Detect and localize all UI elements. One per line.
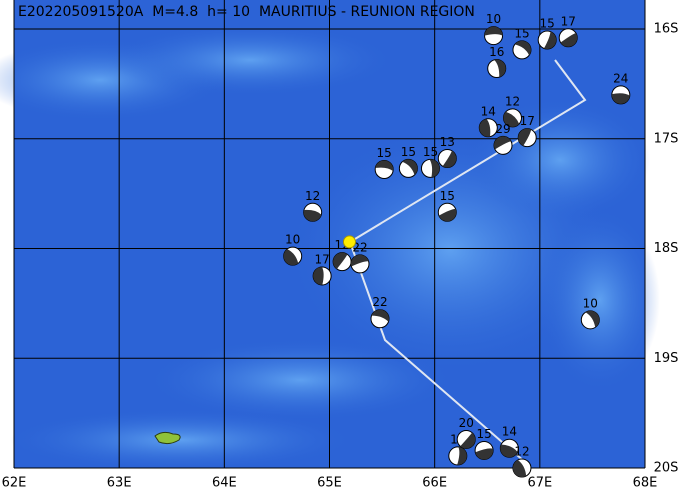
compression-quadrant	[479, 118, 491, 137]
compression-quadrant	[512, 460, 527, 477]
compression-quadrant	[402, 159, 418, 175]
focal-mechanism: 15	[374, 146, 394, 179]
lon-label: 67E	[527, 476, 552, 491]
trend-line	[349, 241, 526, 463]
depth-label: 15	[377, 146, 392, 160]
lat-label: 19S	[654, 351, 679, 366]
compression-quadrant	[442, 150, 457, 168]
focal-mechanism: 20	[456, 416, 476, 449]
focal-mechanism: 16	[487, 45, 507, 79]
compression-quadrant	[500, 444, 518, 458]
depth-label: 10	[285, 233, 300, 247]
depth-label: 12	[514, 445, 529, 459]
compression-quadrant	[283, 249, 299, 266]
lon-label: 68E	[633, 476, 658, 491]
depth-label: 10	[486, 12, 501, 26]
compression-quadrant	[429, 159, 440, 178]
depth-label: 14	[502, 425, 517, 439]
lat-label: 17S	[654, 131, 679, 146]
lon-label: 62E	[2, 476, 27, 491]
depth-label: 15	[540, 16, 555, 30]
depth-label: 14	[481, 104, 496, 118]
compression-quadrant	[560, 33, 578, 47]
depth-label: 22	[352, 240, 367, 254]
depth-label: 24	[613, 71, 628, 85]
focal-mechanism: 12	[303, 189, 323, 222]
depth-label: 15	[514, 26, 529, 40]
focal-mechanism: 12	[502, 94, 522, 128]
compression-quadrant	[350, 254, 369, 267]
compression-quadrant	[494, 59, 506, 78]
lon-label: 66E	[422, 476, 447, 491]
depth-label: 15	[476, 427, 491, 441]
focal-mechanism: 15	[512, 26, 532, 60]
lon-label: 64E	[212, 476, 237, 491]
focal-mechanism: 14	[499, 425, 519, 458]
compression-quadrant	[313, 266, 324, 285]
depth-label: 12	[505, 94, 520, 108]
compression-quadrant	[460, 432, 476, 449]
focal-mechanism: 24	[611, 71, 631, 105]
focal-mechanism: 10	[580, 296, 600, 330]
compression-quadrant	[457, 446, 467, 465]
depth-label: 17	[314, 252, 329, 266]
compression-quadrant	[371, 309, 389, 322]
focal-mechanism: 10	[484, 12, 504, 46]
compression-quadrant	[543, 31, 557, 49]
depth-label: 10	[583, 296, 598, 310]
focal-mechanism: 22	[350, 240, 370, 274]
lat-label: 20S	[654, 461, 679, 476]
main-event	[342, 235, 356, 249]
depth-label: 15	[423, 145, 438, 159]
focal-mechanism: 15	[398, 145, 418, 178]
focal-mechanism: 17	[312, 252, 332, 286]
focal-mechanism: 14	[478, 104, 498, 138]
compression-quadrant	[438, 208, 457, 222]
lon-label: 65E	[317, 476, 342, 491]
depth-label: 15	[440, 189, 455, 203]
compression-quadrant	[494, 136, 512, 150]
compression-quadrant	[303, 209, 322, 222]
compression-quadrant	[514, 40, 531, 56]
depth-label: 17	[561, 14, 576, 28]
lat-label: 16S	[654, 22, 679, 37]
bathymetry	[0, 25, 660, 470]
compression-quadrant	[375, 160, 394, 172]
depth-label: 15	[401, 145, 416, 159]
focal-mechanism: 10	[283, 233, 303, 266]
title: E202205091520A M=4.8 h= 10 MAURITIUS - R…	[18, 4, 475, 20]
depth-label: 17	[520, 114, 535, 128]
depth-label: 22	[372, 295, 387, 309]
depth-label: 16	[489, 45, 504, 59]
focal-mechanism: 15	[474, 427, 494, 460]
depth-label: 13	[440, 135, 455, 149]
compression-quadrant	[503, 111, 520, 127]
compression-quadrant	[475, 448, 494, 460]
focal-mechanism: 15	[537, 16, 557, 50]
compression-quadrant	[484, 26, 503, 36]
lat-label: 18S	[654, 241, 679, 256]
compression-quadrant	[518, 128, 532, 146]
focal-mechanism: 15	[420, 145, 440, 178]
compression-quadrant	[585, 310, 600, 328]
focal-mechanism: 22	[370, 295, 390, 329]
depth-label: 29	[495, 122, 510, 136]
depth-label: 20	[459, 416, 474, 430]
focal-mechanism: 13	[437, 135, 457, 169]
lon-label: 63E	[107, 476, 132, 491]
focal-mechanism: 17	[558, 14, 578, 48]
compression-quadrant	[333, 252, 348, 269]
focal-mechanism: 17	[517, 114, 537, 148]
focal-mechanism: 29	[493, 122, 513, 155]
trend-line	[349, 59, 587, 243]
focal-mechanism: 15	[437, 189, 457, 222]
focal-mechanism: 12	[512, 445, 532, 478]
island	[154, 431, 181, 445]
depth-label: 12	[305, 189, 320, 203]
compression-quadrant	[611, 93, 630, 104]
focal-mechanism: 10	[448, 432, 468, 466]
